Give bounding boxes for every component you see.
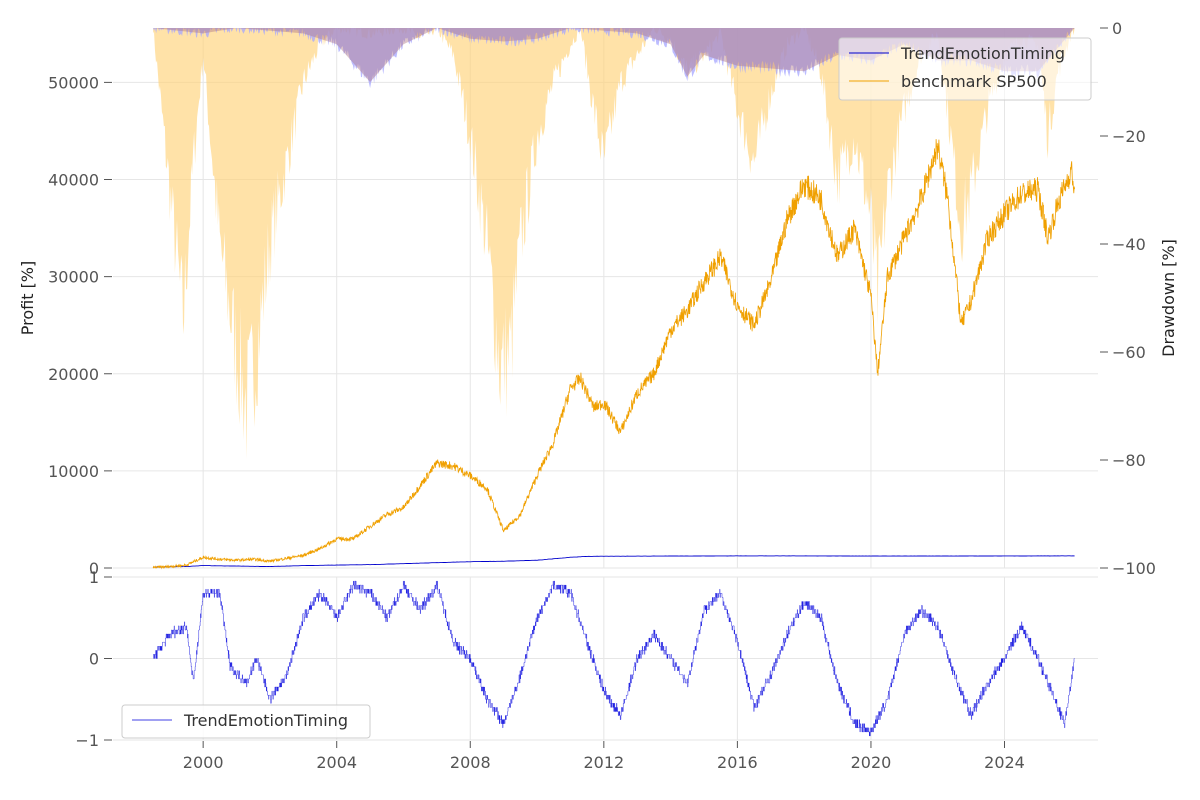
y-tick-label-right: −100 <box>1112 559 1156 578</box>
signal-legend: TrendEmotionTiming <box>121 704 371 739</box>
signal-y-tick-label: 0 <box>89 650 99 669</box>
y-tick-label-right: −40 <box>1112 235 1146 254</box>
drawdown-axis-label: Drawdown [%] <box>1159 239 1178 357</box>
signal-legend-box <box>121 704 371 739</box>
drawdown-area <box>153 28 1075 460</box>
x-tick-label: 2000 <box>183 753 224 772</box>
main-legend: TrendEmotionTiming benchmark SP500 <box>838 37 1092 101</box>
x-tick-label: 2012 <box>583 753 624 772</box>
y-tick-label-right: 0 <box>1112 19 1122 38</box>
x-tick-label: 2004 <box>316 753 357 772</box>
x-tick-label: 2020 <box>851 753 892 772</box>
x-tick-label: 2024 <box>984 753 1025 772</box>
y-tick-label-left: 50000 <box>48 73 99 92</box>
y-tick-label-left: 0 <box>89 559 99 578</box>
y-tick-label-right: −20 <box>1112 127 1146 146</box>
y-tick-label-left: 20000 <box>48 365 99 384</box>
y-tick-label-right: −60 <box>1112 343 1146 362</box>
y-tick-label-left: 10000 <box>48 462 99 481</box>
signal-axis: −1 0 1 <box>75 568 112 750</box>
legend-label-benchmark: benchmark SP500 <box>901 72 1047 91</box>
y-tick-label-left: 30000 <box>48 268 99 287</box>
profit-line-strategy <box>153 555 1075 568</box>
profit-line-benchmark <box>152 139 1075 570</box>
profit-axis: 0 10000 20000 30000 40000 50000 <box>48 73 112 578</box>
y-tick-label-left: 40000 <box>48 171 99 190</box>
year-axis: 2000 2004 2008 2012 2016 2020 2024 <box>183 741 1025 772</box>
signal-legend-label: TrendEmotionTiming <box>183 711 348 730</box>
main-series-lines <box>152 139 1075 570</box>
signal-y-tick-label: 1 <box>89 568 99 587</box>
signal-line <box>153 580 1075 737</box>
drawdown-axis: 0 −20 −40 −60 −80 −100 <box>1100 19 1156 578</box>
x-tick-label: 2016 <box>717 753 758 772</box>
x-tick-label: 2008 <box>450 753 491 772</box>
legend-label-strategy: TrendEmotionTiming <box>900 44 1065 63</box>
profit-axis-label: Profit [%] <box>18 261 37 336</box>
y-tick-label-right: −80 <box>1112 451 1146 470</box>
signal-y-tick-label: −1 <box>75 731 99 750</box>
main-legend-box <box>838 37 1092 101</box>
signal-series-line <box>153 580 1075 737</box>
